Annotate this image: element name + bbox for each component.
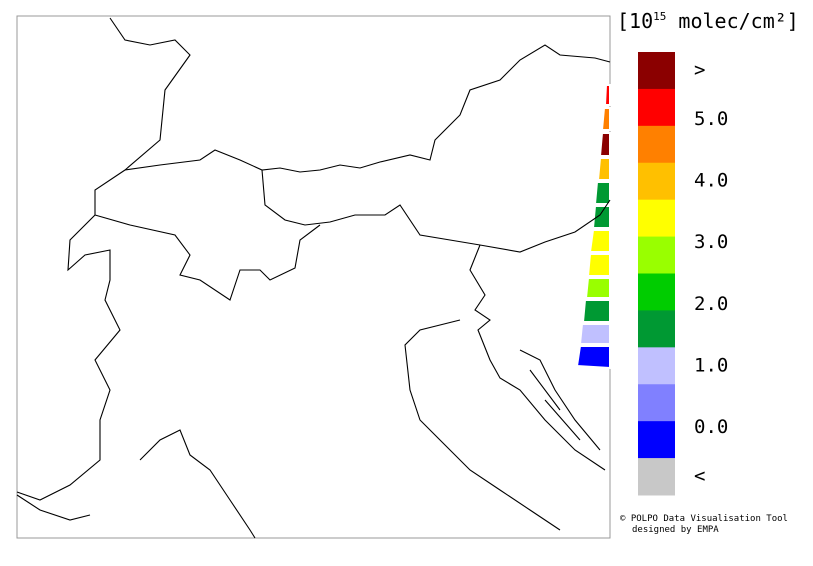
tick-label: 0.0 [694,416,728,438]
color-swatch [638,384,675,422]
borders [16,17,611,539]
tick-label: 5.0 [694,108,728,130]
color-swatch [638,88,675,127]
color-swatch [638,125,675,164]
unit-base: [10 [617,9,653,33]
tick-label: 1.0 [694,354,728,376]
unit-rest: molec/cm²] [666,9,798,33]
map [16,15,611,539]
tick-label: 2.0 [694,293,728,315]
colorbar: 5.0 4.0 3.0 2.0 1.0 0.0 > < [638,52,728,496]
color-swatch [638,421,675,459]
tick-label: 4.0 [694,170,728,192]
color-swatch [638,199,675,238]
below-label: < [694,465,705,487]
credit-line: designed by EMPA [632,525,719,535]
color-swatch [638,162,675,201]
map-frame [16,15,611,539]
unit-label: [1015 molec/cm²] [617,9,799,33]
unit-exponent: 15 [653,10,666,23]
color-swatch [638,52,675,90]
color-swatch [638,236,675,274]
color-swatch [638,273,675,311]
tick-label: 3.0 [694,231,728,253]
color-swatch [638,310,675,348]
credit-line: © POLPO Data Visualisation Tool [620,514,788,524]
color-swatch [638,458,675,496]
swath [575,84,611,370]
above-label: > [694,59,705,81]
color-swatch [638,347,675,385]
